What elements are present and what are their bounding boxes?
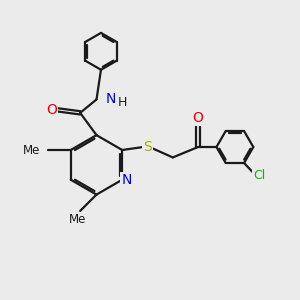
Text: O: O xyxy=(46,103,57,117)
Text: O: O xyxy=(193,111,203,125)
Text: H: H xyxy=(118,96,127,109)
Text: N: N xyxy=(106,92,116,106)
Text: Me: Me xyxy=(68,213,86,226)
Text: Cl: Cl xyxy=(254,169,266,182)
Text: Me: Me xyxy=(23,143,40,157)
Text: S: S xyxy=(143,140,152,154)
Text: N: N xyxy=(122,173,132,187)
